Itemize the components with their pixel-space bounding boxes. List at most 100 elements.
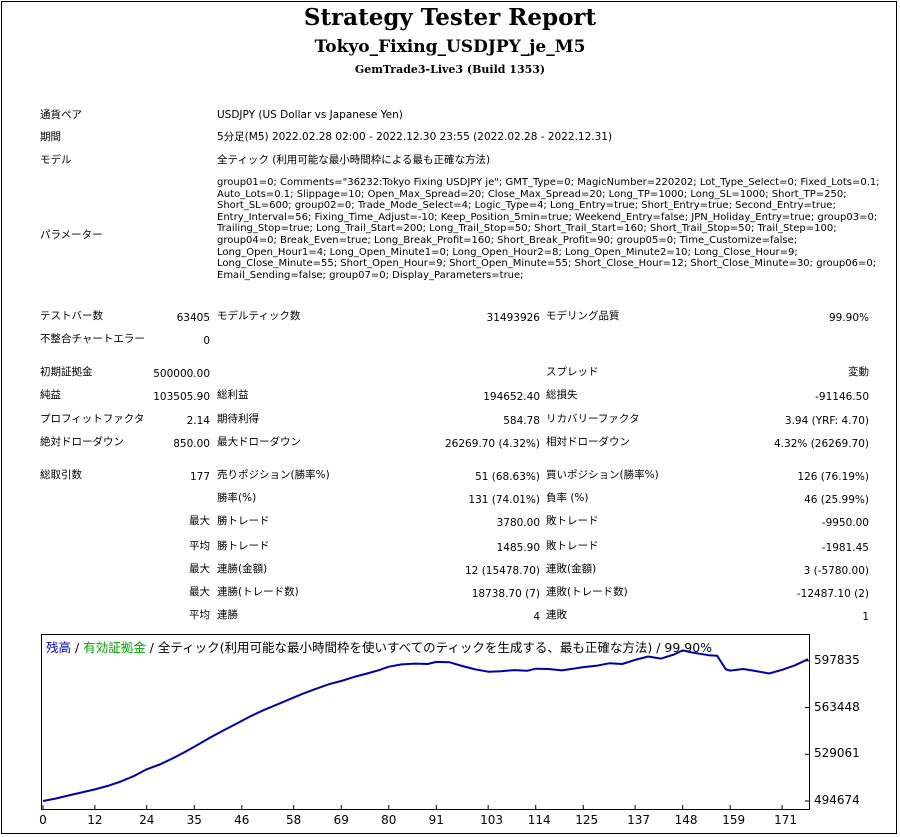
profit-factor-value: 2.14 [186, 415, 210, 427]
win-rate-label: 勝率(%) [217, 492, 257, 504]
loss-rate-value: 46 (25.99%) [804, 494, 869, 506]
x-tick-label: 58 [286, 813, 302, 827]
win-streak-label: 連勝 [217, 609, 238, 621]
loss-streak-value: 1 [862, 611, 869, 623]
net-profit-label: 純益 [40, 389, 61, 401]
recovery-factor-value: 3.94 (YRF: 4.70) [784, 415, 869, 427]
bars-label: テストバー数 [40, 310, 103, 322]
max-win-value: 3780.00 [496, 517, 540, 529]
avg-loss-label: 敗トレード [546, 540, 599, 552]
abs-drawdown-label: 絶対ドローダウン [40, 436, 124, 448]
x-tick-label: 12 [87, 813, 103, 827]
y-tick-label: 529061 [814, 746, 860, 761]
balance-series-line [42, 649, 809, 802]
balance-chart-svg [42, 649, 809, 809]
consec-win-amount-label: 連勝(金額) [217, 563, 268, 575]
short-positions-label: 売りポジション(勝率%) [217, 469, 330, 481]
short-positions-value: 51 (68.63%) [475, 471, 540, 483]
loss-streak-label: 連敗 [546, 609, 567, 621]
x-tick-label: 35 [186, 813, 202, 827]
x-tick-label: 171 [774, 813, 797, 827]
period-label: 期間 [40, 131, 61, 143]
x-tick-label: 24 [139, 813, 155, 827]
recovery-factor-label: リカバリーファクタ [546, 413, 640, 425]
params-value: group01=0; Comments="36232:Tokyo Fixing … [217, 177, 880, 281]
gross-profit-value: 194652.40 [483, 391, 540, 403]
report-title: Strategy Tester Report [303, 4, 597, 31]
model-value: 全ティック (利用可能な最小時間枠による最も正確な方法) [217, 154, 491, 166]
legend-balance: 残高 [46, 640, 72, 655]
balance-chart: 残高 / 有効証拠金 / 全ティック(利用可能な最小時間枠を使いすべてのティック… [41, 634, 810, 810]
max-drawdown-label: 最大ドローダウン [217, 436, 301, 448]
consec-win-count-label: 連勝(トレード数) [217, 586, 299, 598]
max-label-3: 最大 [189, 586, 210, 598]
y-tick-label: 494674 [814, 793, 860, 807]
max-label-2: 最大 [189, 563, 210, 575]
quality-label: モデリング品質 [546, 310, 620, 322]
x-tick-label: 148 [674, 813, 698, 827]
long-positions-value: 126 (76.19%) [797, 471, 869, 483]
chart-legend: 残高 / 有効証拠金 / 全ティック(利用可能な最小時間枠を使いすべてのティック… [46, 637, 712, 656]
consec-win-amount-value: 12 (15478.70) [465, 565, 540, 577]
y-tick-label: 563448 [814, 699, 860, 714]
max-loss-label: 敗トレード [546, 515, 599, 527]
x-tick-label: 80 [381, 813, 397, 827]
pair-value: USDJPY (US Dollar vs Japanese Yen) [217, 109, 403, 121]
win-streak-value: 4 [533, 611, 540, 623]
bars-value: 63405 [176, 312, 210, 324]
period-value: 5分足(M5) 2022.02.28 02:00 - 2022.12.30 23… [217, 131, 613, 143]
legend-equity: 有効証拠金 [83, 640, 146, 655]
expected-payoff-label: 期待利得 [217, 413, 259, 425]
report-subtitle: Tokyo_Fixing_USDJPY_je_M5 [314, 37, 586, 57]
expected-payoff-value: 584.78 [503, 415, 540, 427]
legend-description: / 全ティック(利用可能な最小時間枠を使いすべてのティックを生成する、最も正確な… [145, 640, 713, 655]
total-trades-value: 177 [189, 471, 210, 483]
x-tick-label: 125 [575, 813, 599, 827]
params-label: パラメーター [40, 229, 103, 241]
profit-factor-label: プロフィットファクタ [40, 413, 145, 425]
avg-win-value: 1485.90 [496, 542, 540, 554]
errors-label: 不整合チャートエラー [40, 333, 145, 345]
max-drawdown-value: 26269.70 (4.32%) [445, 438, 540, 450]
consec-loss-amount-label: 連敗(金額) [546, 563, 597, 575]
rel-drawdown-value: 4.32% (26269.70) [774, 438, 869, 450]
errors-value: 0 [203, 335, 210, 347]
max-loss-value: -9950.00 [821, 517, 869, 529]
deposit-label: 初期証拠金 [40, 366, 93, 378]
gross-loss-value: -91146.50 [815, 391, 869, 403]
avg-win-label: 勝トレード [217, 540, 270, 552]
x-tick-label: 103 [480, 813, 504, 827]
y-tick-label: 597835 [814, 652, 860, 667]
abs-drawdown-value: 850.00 [173, 438, 210, 450]
quality-value: 99.90% [828, 312, 869, 324]
ticks-label: モデルティック数 [217, 310, 301, 322]
x-tick-label: 0 [39, 813, 47, 827]
win-rate-value: 131 (74.01%) [468, 494, 540, 506]
deposit-value: 500000.00 [153, 368, 210, 380]
model-label: モデル [40, 154, 72, 166]
gross-loss-label: 総損失 [546, 389, 578, 401]
long-positions-label: 買いポジション(勝率%) [546, 469, 659, 481]
avg-label-2: 平均 [189, 609, 210, 621]
loss-rate-label: 負率 (%) [546, 492, 589, 504]
avg-loss-value: -1981.45 [821, 542, 869, 554]
x-tick-label: 91 [428, 813, 444, 827]
avg-label: 平均 [189, 540, 210, 552]
rel-drawdown-label: 相対ドローダウン [546, 436, 630, 448]
ticks-value: 31493926 [486, 312, 540, 324]
x-tick-label: 159 [722, 813, 746, 827]
spread-label: スプレッド [546, 366, 599, 378]
consec-loss-count-value: -12487.10 (2) [796, 588, 869, 600]
spread-value: 変動 [848, 366, 869, 378]
max-label: 最大 [189, 515, 210, 527]
net-profit-value: 103505.90 [153, 391, 210, 403]
max-win-label: 勝トレード [217, 515, 270, 527]
server-label: GemTrade3-Live3 (Build 1353) [354, 63, 546, 76]
gross-profit-label: 総利益 [217, 389, 249, 401]
pair-label: 通貨ペア [40, 109, 82, 121]
total-trades-label: 総取引数 [40, 469, 82, 481]
legend-sep: / [71, 640, 84, 655]
x-tick-label: 46 [234, 813, 250, 827]
x-tick-label: 137 [627, 813, 651, 827]
